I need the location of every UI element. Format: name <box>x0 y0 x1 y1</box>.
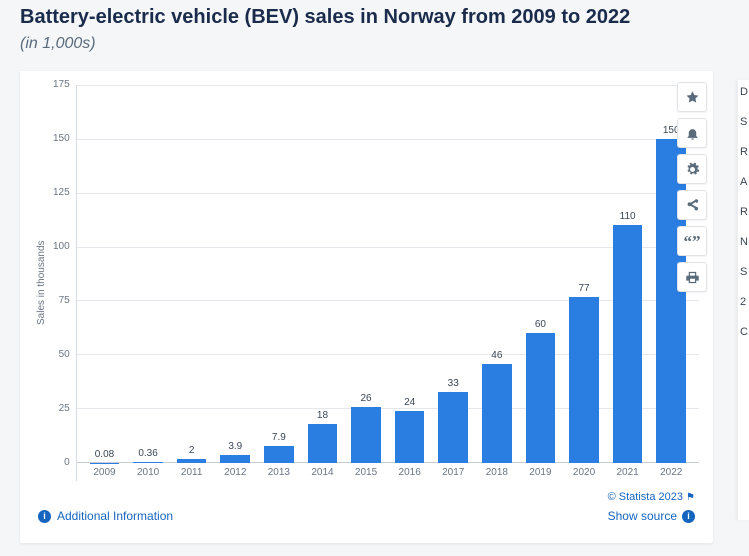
bar[interactable] <box>395 411 425 463</box>
bar-column: 26 <box>344 85 388 463</box>
star-button[interactable] <box>677 82 707 112</box>
bar[interactable] <box>526 333 556 463</box>
x-axis: 2009201020112012201320142015201620172018… <box>77 463 699 481</box>
gear-button[interactable] <box>677 154 707 184</box>
show-source-link[interactable]: Show source i <box>608 509 695 523</box>
sidepanel-fragment: A <box>740 176 749 188</box>
bar-value-label: 26 <box>360 393 371 404</box>
x-tick: 2016 <box>388 463 432 481</box>
bar-column: 46 <box>475 85 519 463</box>
bar-value-label: 110 <box>620 211 636 222</box>
x-tick: 2017 <box>431 463 475 481</box>
x-tick: 2012 <box>213 463 257 481</box>
info-icon: i <box>38 510 51 523</box>
bar-value-label: 60 <box>535 319 546 330</box>
bar[interactable] <box>351 407 381 463</box>
x-tick: 2011 <box>170 463 214 481</box>
bar-value-label: 2 <box>189 445 195 456</box>
bar[interactable] <box>438 392 468 463</box>
additional-information-link[interactable]: i Additional Information <box>38 509 173 523</box>
sidepanel-fragment: N <box>740 236 749 248</box>
bar-column: 77 <box>562 85 606 463</box>
x-tick: 2019 <box>519 463 563 481</box>
bar-value-label: 7.9 <box>272 432 286 443</box>
plot-region: 0.080.3623.97.918262433466077110150 2009… <box>76 85 699 481</box>
additional-information-label: Additional Information <box>57 509 173 523</box>
quote-icon: “” <box>684 233 701 250</box>
share-icon <box>685 198 700 213</box>
page-title: Battery-electric vehicle (BEV) sales in … <box>20 4 729 31</box>
sidepanel-fragment: S <box>740 116 749 128</box>
sidepanel-fragment: C <box>740 326 749 338</box>
bar-column: 0.08 <box>83 85 127 463</box>
x-tick: 2020 <box>562 463 606 481</box>
share-button[interactable] <box>677 190 707 220</box>
star-icon <box>685 90 700 105</box>
bar-column: 33 <box>431 85 475 463</box>
chart-area: Sales in thousands 1751501251007550250 0… <box>34 85 699 481</box>
x-tick: 2013 <box>257 463 301 481</box>
bell-button[interactable] <box>677 118 707 148</box>
bar-value-label: 77 <box>578 283 589 294</box>
bar-value-label: 0.36 <box>138 448 157 459</box>
print-icon <box>685 270 700 285</box>
page-subtitle: (in 1,000s) <box>20 35 729 53</box>
bar-value-label: 24 <box>404 397 415 408</box>
bar-column: 7.9 <box>257 85 301 463</box>
x-tick: 2010 <box>126 463 170 481</box>
bar-column: 2 <box>170 85 214 463</box>
y-axis: 1751501251007550250 <box>49 85 76 481</box>
bar-value-label: 0.08 <box>95 449 114 460</box>
show-source-label: Show source <box>608 509 677 523</box>
chart-card: Sales in thousands 1751501251007550250 0… <box>20 71 713 543</box>
bar[interactable] <box>264 446 294 463</box>
bar-value-label: 3.9 <box>228 441 242 452</box>
bell-icon <box>685 126 700 141</box>
chart-toolbar: “” <box>677 82 707 292</box>
bar-value-label: 18 <box>317 410 328 421</box>
x-tick: 2009 <box>83 463 127 481</box>
bar[interactable] <box>308 424 338 463</box>
x-tick: 2015 <box>344 463 388 481</box>
bar-column: 18 <box>301 85 345 463</box>
bars-container: 0.080.3623.97.918262433466077110150 <box>77 85 699 463</box>
print-button[interactable] <box>677 262 707 292</box>
x-tick: 2022 <box>649 463 693 481</box>
bar[interactable] <box>220 455 250 463</box>
bar[interactable] <box>569 297 599 463</box>
bar-value-label: 33 <box>448 378 459 389</box>
bar[interactable] <box>482 364 512 463</box>
sidepanel-fragment: R <box>740 206 749 218</box>
sidepanel-fragment: 2 <box>740 296 749 308</box>
copyright-text: © Statista 2023 ⚑ <box>608 491 695 503</box>
bar-column: 3.9 <box>213 85 257 463</box>
bar-value-label: 46 <box>491 350 502 361</box>
x-tick: 2021 <box>606 463 650 481</box>
bar-column: 0.36 <box>126 85 170 463</box>
gear-icon <box>685 162 700 177</box>
info-icon: i <box>682 510 695 523</box>
x-tick: 2014 <box>301 463 345 481</box>
quote-button[interactable]: “” <box>677 226 707 256</box>
sidepanel-fragment: D <box>740 86 749 98</box>
sidepanel-fragment: R <box>740 146 749 158</box>
y-axis-label: Sales in thousands <box>34 85 49 481</box>
side-panel-cutoff: D S R A R N S 2 C <box>737 80 749 520</box>
flag-icon: ⚑ <box>686 492 695 503</box>
bar-column: 60 <box>519 85 563 463</box>
bar-column: 110 <box>606 85 650 463</box>
sidepanel-fragment: S <box>740 266 749 278</box>
x-tick: 2018 <box>475 463 519 481</box>
bar-column: 24 <box>388 85 432 463</box>
bar[interactable] <box>613 225 643 463</box>
